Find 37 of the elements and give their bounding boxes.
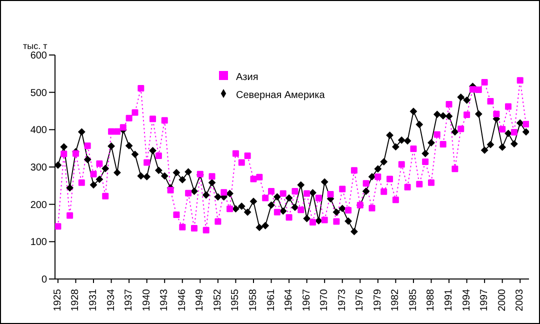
x-tick-label: 1997 — [479, 288, 490, 312]
x-tick-label: 1991 — [444, 288, 455, 312]
x-tick-label: 1970 — [319, 288, 330, 312]
x-tick-label: 1988 — [426, 288, 437, 312]
x-tick-label: 2003 — [514, 288, 526, 312]
x-tick-label: 1955 — [230, 288, 242, 312]
x-tick-label: 1946 — [176, 288, 188, 312]
x-tick-label: 1994 — [461, 288, 472, 312]
x-tick-label: 1934 — [106, 288, 117, 312]
y-tick-label: 300 — [30, 162, 48, 174]
x-tick-label: 2000 — [496, 288, 508, 312]
x-tick-label: 1949 — [194, 288, 206, 312]
x-tick-label: 1979 — [372, 288, 384, 312]
x-tick-label: 1982 — [390, 288, 402, 312]
y-tick-label: 200 — [30, 200, 48, 211]
y-tick-label: 100 — [30, 237, 48, 248]
y-tick-label: 500 — [30, 88, 48, 99]
legend-label: Северная Америка — [236, 90, 325, 101]
x-tick-label: 1952 — [212, 288, 224, 312]
y-axis-title: тыс. т — [23, 41, 48, 51]
x-tick-label: 1925 — [52, 288, 64, 312]
x-tick-label: 1928 — [70, 288, 82, 312]
y-tick-label: 600 — [30, 50, 48, 62]
x-tick-label: 1958 — [248, 288, 259, 312]
x-tick-label: 1961 — [266, 288, 277, 312]
y-tick-label: 0 — [41, 274, 48, 286]
x-tick-label: 1943 — [159, 288, 170, 312]
x-tick-label: 1976 — [354, 288, 366, 312]
x-tick-label: 1937 — [124, 288, 135, 312]
x-tick-label: 1964 — [284, 288, 295, 312]
x-tick-label: 1967 — [301, 288, 312, 312]
legend-label: Азия — [236, 72, 258, 83]
x-tick-label: 1940 — [141, 288, 152, 312]
y-tick-label: 400 — [30, 125, 48, 136]
x-tick-label: 1931 — [88, 288, 100, 312]
x-tick-label: 1985 — [408, 288, 419, 312]
x-tick-label: 1973 — [336, 288, 348, 312]
